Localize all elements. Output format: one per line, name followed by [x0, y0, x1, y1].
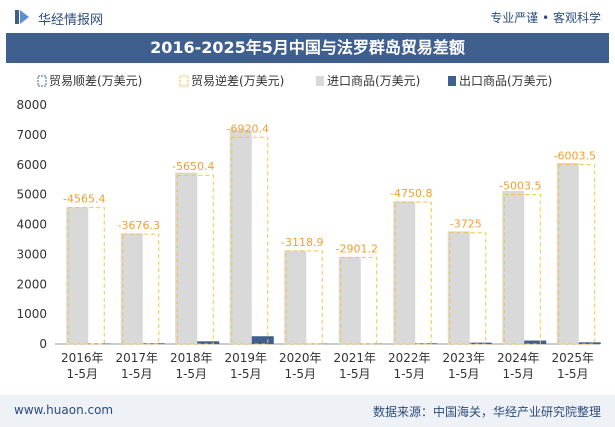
legend-swatch: [448, 76, 456, 86]
import-bar: [338, 257, 361, 344]
legend-swatch: [316, 76, 324, 86]
x-tick-period: 1-5月: [502, 367, 534, 381]
deficit-data-label: -5003.5: [499, 180, 541, 193]
y-tick-label: 5000: [16, 188, 47, 202]
x-tick-period: 1-5月: [339, 367, 371, 381]
x-tick-year: 2022年: [388, 351, 431, 365]
export-bar: [197, 341, 220, 344]
import-bar: [502, 191, 525, 344]
x-tick-year: 2025年: [551, 351, 594, 365]
chart-title: 2016-2025年5月中国与法罗群岛贸易差额: [150, 38, 465, 57]
chart-legend: 贸易顺差(万美元) 贸易逆差(万美元) 进口商品(万美元) 出口商品(万美元): [37, 73, 552, 88]
import-bar: [66, 207, 89, 344]
chart-bars: -4565.4 2016年 1-5月 -3676.3 2017年 1-5月 -5650.4 2…: [61, 122, 601, 381]
brand-name: 华经情报网: [38, 13, 104, 28]
deficit-data-label: -5650.4: [172, 160, 214, 173]
website-link[interactable]: www.huaon.com: [14, 403, 114, 417]
x-tick-period: 1-5月: [284, 367, 316, 381]
import-bar: [120, 233, 143, 344]
import-bar: [175, 172, 198, 344]
legend-label: 贸易顺差(万美元): [49, 74, 142, 88]
deficit-outline: [340, 256, 378, 345]
y-tick-label: 1000: [16, 307, 47, 321]
deficit-outline: [503, 194, 541, 345]
x-tick-year: 2017年: [115, 351, 158, 365]
title-bar: 2016-2025年5月中国与法罗群岛贸易差额: [6, 33, 609, 63]
chart-axes: 0 1000 2000 3000 4000 5000 6000 7000 8000: [16, 98, 600, 351]
deficit-outline: [394, 201, 432, 345]
deficit-outline: [67, 207, 105, 345]
deficit-outline: [176, 174, 214, 345]
top-bar: 华经情报网 专业严谨 • 客观科学: [0, 0, 615, 34]
x-tick-year: 2021年: [333, 351, 376, 365]
deficit-data-label: -4565.4: [63, 193, 105, 206]
logo-icon: [15, 10, 29, 24]
x-tick-year: 2018年: [170, 351, 213, 365]
import-bar: [229, 129, 252, 344]
tagline: 专业严谨 • 客观科学: [490, 11, 601, 25]
deficit-outline: [449, 232, 487, 345]
x-tick-period: 1-5月: [230, 367, 262, 381]
bottom-bar: www.huaon.com 数据来源：中国海关，华经产业研究院整理: [0, 395, 615, 427]
bar-chart: 贸易顺差(万美元) 贸易逆差(万美元) 进口商品(万美元) 出口商品(万美元) 0 10…: [16, 73, 601, 381]
legend-label: 出口商品(万美元): [459, 73, 552, 88]
deficit-outline: [285, 250, 323, 345]
export-bar: [578, 342, 601, 344]
y-tick-label: 8000: [16, 98, 47, 112]
x-tick-period: 1-5月: [121, 367, 153, 381]
y-tick-label: 6000: [16, 158, 47, 172]
x-tick-year: 2023年: [442, 351, 485, 365]
x-tick-year: 2016年: [61, 351, 104, 365]
import-bar: [556, 162, 579, 344]
deficit-data-label: -3725: [450, 218, 482, 231]
y-tick-label: 2000: [16, 277, 47, 291]
deficit-outline: [558, 164, 596, 345]
y-tick-label: 3000: [16, 247, 47, 261]
deficit-data-label: -6920.4: [227, 122, 269, 135]
deficit-data-label: -3118.9: [281, 236, 323, 249]
legend-swatch: [179, 75, 189, 87]
data-source: 数据来源：中国海关，华经产业研究院整理: [372, 405, 601, 419]
export-bar: [524, 340, 547, 344]
legend-label: 贸易逆差(万美元): [191, 73, 284, 88]
import-bar: [393, 201, 416, 344]
import-bar: [447, 231, 470, 344]
y-tick-label: 4000: [16, 218, 47, 232]
import-bar: [284, 250, 307, 344]
legend-swatch: [37, 75, 47, 87]
y-tick-label: 7000: [16, 128, 47, 142]
x-tick-period: 1-5月: [557, 367, 589, 381]
y-tick-label: 0: [39, 337, 47, 351]
deficit-outline: [122, 233, 160, 345]
deficit-outline: [231, 136, 269, 345]
deficit-data-label: -2901.2: [336, 242, 378, 255]
export-bar: [469, 342, 492, 344]
deficit-data-label: -4750.8: [390, 187, 432, 200]
deficit-data-label: -3676.3: [118, 219, 160, 232]
deficit-data-label: -6003.5: [554, 150, 596, 163]
x-tick-year: 2019年: [224, 351, 267, 365]
x-tick-period: 1-5月: [393, 367, 425, 381]
x-tick-period: 1-5月: [175, 367, 207, 381]
x-tick-year: 2024年: [497, 351, 540, 365]
legend-label: 进口商品(万美元): [327, 73, 420, 88]
x-tick-period: 1-5月: [66, 367, 98, 381]
x-tick-year: 2020年: [279, 351, 322, 365]
x-tick-period: 1-5月: [448, 367, 480, 381]
export-bar: [251, 336, 274, 344]
